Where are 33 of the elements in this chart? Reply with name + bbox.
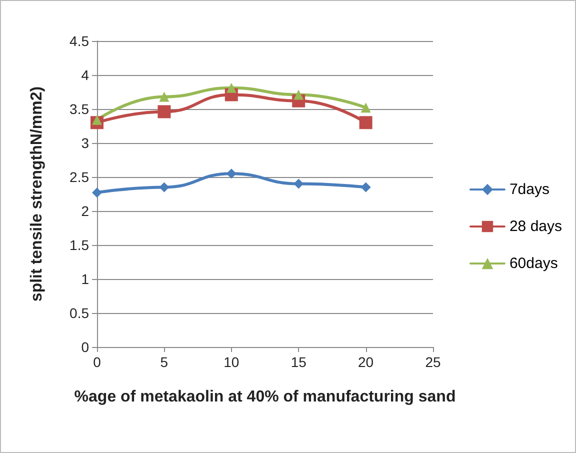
y-tick-label: 1 bbox=[81, 271, 90, 287]
y-tick-label: 4 bbox=[81, 67, 90, 83]
point bbox=[92, 188, 102, 198]
y-tick-label: 0.5 bbox=[70, 305, 90, 321]
legend-label: 28 days bbox=[509, 218, 562, 235]
point bbox=[294, 90, 304, 100]
point bbox=[159, 182, 170, 192]
point bbox=[360, 182, 371, 192]
x-tick-label: 20 bbox=[358, 354, 374, 370]
y-tick-label: 1.5 bbox=[70, 237, 90, 253]
point bbox=[294, 178, 304, 189]
point bbox=[226, 82, 236, 93]
legend-label: 7days bbox=[509, 181, 550, 198]
point bbox=[92, 114, 102, 125]
x-tick-label: 15 bbox=[290, 354, 307, 370]
point bbox=[226, 168, 236, 179]
legend-label: 60days bbox=[509, 255, 558, 272]
y-tick-label: 2 bbox=[81, 203, 90, 219]
y-tick-label: 0 bbox=[81, 339, 90, 355]
x-tick-label: 0 bbox=[93, 354, 102, 370]
x-tick-label: 25 bbox=[425, 354, 441, 370]
y-tick-label: 3.5 bbox=[70, 101, 90, 117]
y-tick-label: 4.5 bbox=[70, 33, 90, 49]
point bbox=[159, 92, 170, 102]
x-tick-label: 10 bbox=[224, 354, 240, 370]
x-tick-label: 5 bbox=[160, 354, 168, 370]
y-tick-label: 2.5 bbox=[70, 169, 90, 185]
x-axis-title: %age of metakaolin at 40% of manufacturing sand bbox=[74, 388, 456, 406]
y-tick-label: 3 bbox=[81, 135, 90, 151]
point bbox=[359, 116, 372, 130]
y-axis-title: split tensile strengthN/mm2) bbox=[28, 86, 46, 302]
point bbox=[158, 105, 171, 118]
point bbox=[360, 102, 371, 113]
